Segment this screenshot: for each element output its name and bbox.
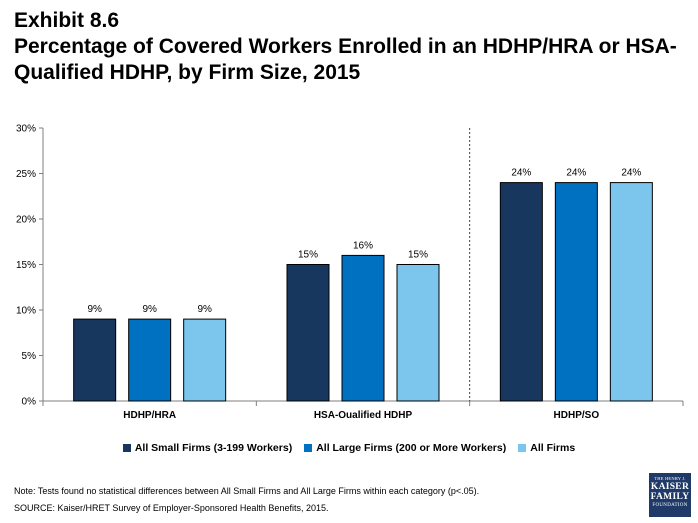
y-tick-label: 0% [22,397,37,408]
bar-value-label: 15% [408,250,428,261]
y-tick-label: 15% [16,260,36,271]
y-tick-label: 30% [16,124,36,135]
x-category-label: HSA-Qualified HDHP [314,410,413,418]
legend-swatch [518,444,527,452]
bar [128,318,172,402]
bar [609,182,653,402]
source-text: SOURCE: Kaiser/HRET Survey of Employer-S… [14,503,329,513]
x-category-label: HDHP/HRA [123,410,176,418]
bar [73,318,117,402]
y-tick-label: 5% [22,351,37,362]
kff-logo: THE HENRY J. KAISER FAMILY FOUNDATION [649,473,691,517]
bar-value-label: 9% [197,304,212,315]
bar [183,318,227,402]
bar-value-label: 9% [142,304,157,315]
legend-swatch [122,444,131,452]
logo-line-4: FOUNDATION [652,503,688,508]
legend-swatch [304,444,313,452]
chart-title: Exhibit 8.6 Percentage of Covered Worker… [14,8,690,86]
bar-value-label: 24% [511,168,531,179]
legend-label: All Large Firms (200 or More Workers) [316,442,507,454]
bar-chart: 0% 5% 10% 15% 20% 25% 30% 9% 9% 9% HDHP/HRA 15% 16% 1… [16,124,684,418]
bar [286,264,330,402]
title-line-2: Qualified HDHP, by Firm Size, 2015 [14,61,361,84]
legend-item: All Firms [518,442,575,454]
note-text: Note: Tests found no statistical differe… [14,486,480,496]
exhibit-number: Exhibit 8.6 [14,9,120,32]
bar-value-label: 15% [298,250,318,261]
bar-value-label: 16% [353,240,373,251]
bar [554,182,598,402]
y-tick-label: 10% [16,306,36,317]
logo-line-1: THE HENRY J. [654,476,686,481]
logo-line-2: KAISER [650,482,690,492]
bar [396,264,440,402]
logo-line-3: FAMILY [650,492,690,502]
footnotes: Note: Tests found no statistical differe… [14,483,479,517]
chart-legend: All Small Firms (3-199 Workers) All Large… [0,442,698,454]
bar-value-label: 9% [87,304,102,315]
legend-label: All Small Firms (3-199 Workers) [134,442,293,454]
bar [499,182,543,402]
legend-label: All Firms [530,442,576,454]
x-category-label: HDHP/SO [554,410,600,418]
bar-value-label: 24% [621,168,641,179]
legend-item: All Small Firms (3-199 Workers) [122,442,293,454]
y-tick-label: 25% [16,169,36,180]
bar-value-label: 24% [566,168,586,179]
y-tick-label: 20% [16,215,36,226]
bar [341,254,385,402]
legend-item: All Large Firms (200 or More Workers) [304,442,506,454]
title-line-1: Percentage of Covered Workers Enrolled i… [14,35,677,58]
